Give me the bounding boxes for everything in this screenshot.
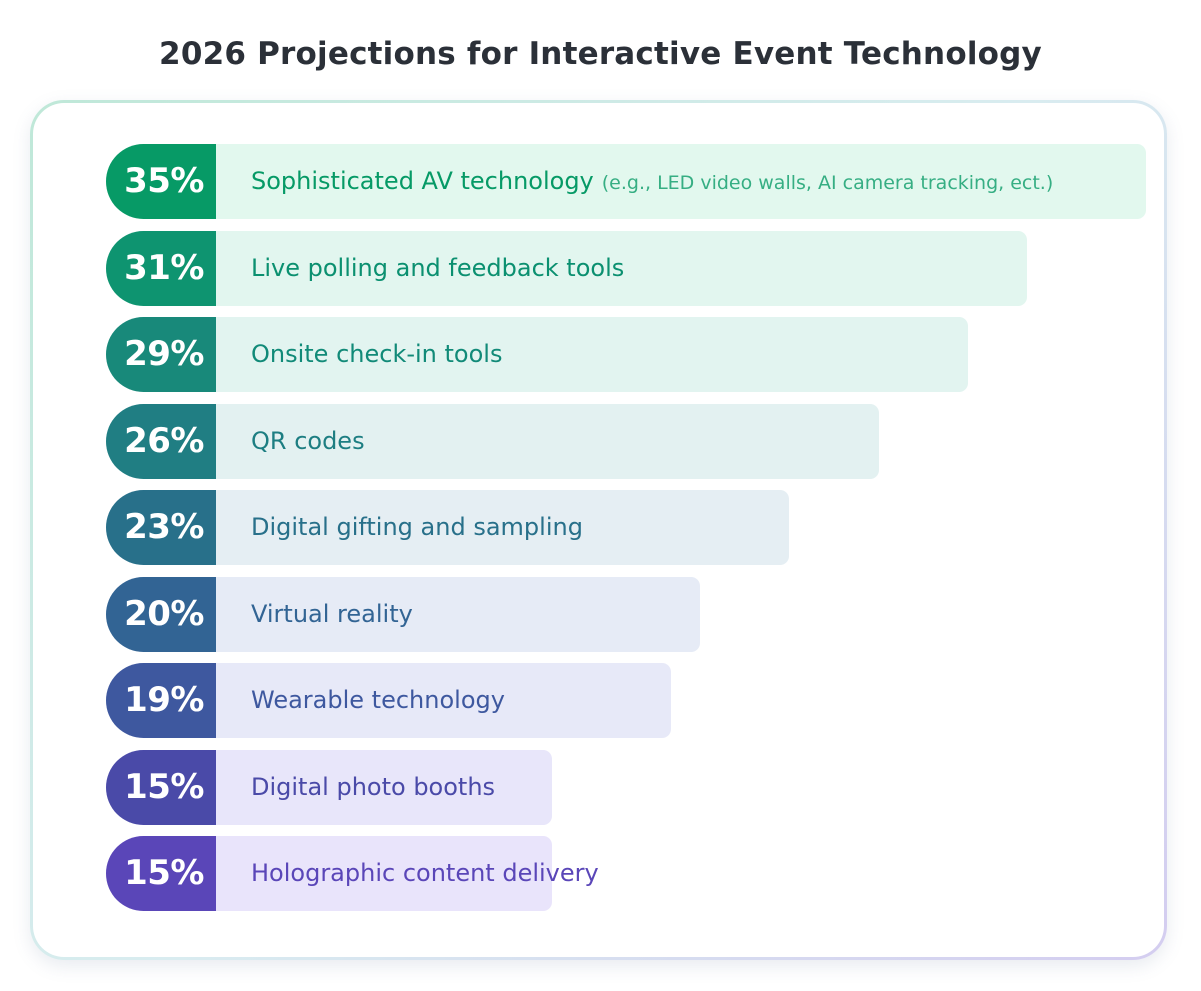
value-badge: 35% [106,144,216,219]
category-name: Virtual reality [251,599,413,628]
bar [106,230,1028,306]
category-label: Wearable technology [251,663,505,738]
category-label: Digital photo booths [251,750,495,825]
category-name: QR codes [251,426,365,455]
chart-card: 35% Sophisticated AV technology (e.g., LED… [30,100,1167,960]
category-label: Live polling and feedback tools [251,231,624,306]
category-name: Holographic content delivery [251,859,599,887]
bar [106,317,968,392]
category-name: Sophisticated AV technology [251,167,594,195]
category-label: Onsite check-in tools [251,317,502,392]
bar [106,403,879,479]
value-badge: 20% [106,576,216,652]
value-badge: 19% [106,663,216,738]
category-label: Virtual reality [251,577,413,652]
bar [106,144,1146,219]
category-annotation: (e.g., LED video walls, AI camera tracki… [601,172,1054,194]
value-badge: 29% [106,317,216,392]
value-badge: 23% [106,490,216,565]
category-name: Digital photo booths [251,772,496,801]
value-badge: 15% [106,836,216,911]
bar [106,490,790,565]
category-label: Digital gifting and sampling [251,490,583,565]
category-name: Onsite check-in tools [251,340,503,368]
value-badge: 15% [106,749,216,825]
chart-title: 2026 Projections for Interactive Event T… [159,36,1042,72]
category-label: Sophisticated AV technology (e.g., LED vi… [251,144,1053,219]
category-name: Digital gifting and sampling [251,513,583,541]
category-name: Live polling and feedback tools [251,253,625,282]
value-badge: 26% [106,403,216,479]
category-name: Wearable technology [251,686,505,714]
value-badge: 31% [106,230,216,306]
category-label: QR codes [251,404,365,479]
category-label: Holographic content delivery [251,836,599,911]
